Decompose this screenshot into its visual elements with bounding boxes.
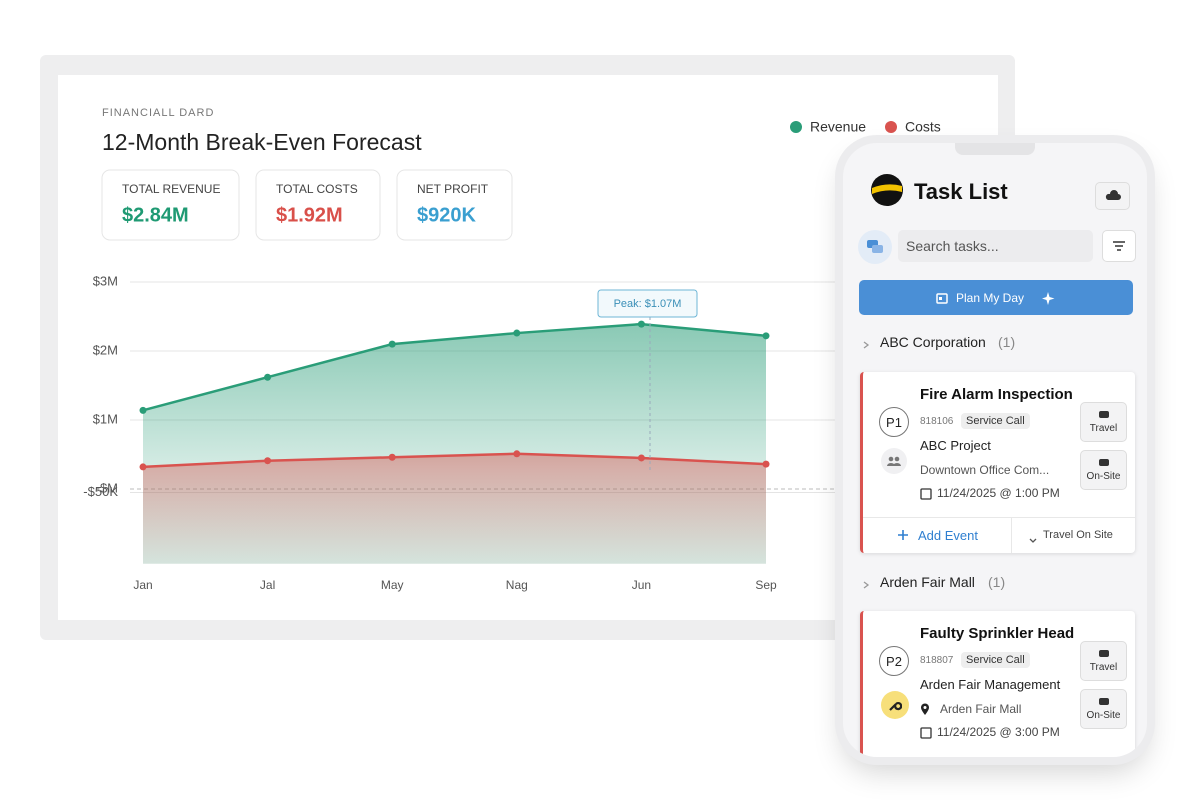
travel-label: Travel bbox=[1089, 662, 1118, 673]
line bbox=[142, 452, 767, 469]
x-tick-label: Jan bbox=[133, 578, 152, 592]
x-tick-label: Jun bbox=[632, 578, 651, 592]
plan-label: Plan My Day bbox=[955, 290, 1025, 305]
status[interactable]: Travel On Site bbox=[1043, 529, 1113, 541]
caret bbox=[1029, 531, 1037, 549]
plus bbox=[898, 527, 908, 544]
task-card[interactable]: Fire Alarm Inspection P1 818106 Service Cal… bbox=[860, 372, 1135, 553]
chart-title: 12-Month Break-Even Forecast bbox=[102, 129, 422, 155]
group-count: (1) bbox=[998, 334, 1016, 350]
point bbox=[139, 406, 147, 414]
point bbox=[637, 320, 645, 328]
point bbox=[513, 329, 521, 337]
logo bbox=[871, 174, 903, 206]
add-event[interactable]: Add Event bbox=[918, 528, 978, 543]
y-tick-label: $1M bbox=[93, 411, 118, 426]
kpi-card bbox=[255, 169, 381, 241]
task-title: Faulty Sprinkler Head bbox=[920, 625, 1075, 642]
task-title: Fire Alarm Inspection bbox=[920, 386, 1073, 403]
chevron bbox=[862, 337, 870, 355]
onsite-label: On-Site bbox=[1086, 471, 1121, 482]
kpi-label: NET PROFIT bbox=[417, 182, 489, 196]
onsite-label: On-Site bbox=[1086, 710, 1121, 721]
annotation-box bbox=[597, 289, 698, 318]
x-tick-label: May bbox=[381, 578, 404, 592]
cloud-button[interactable] bbox=[1095, 182, 1130, 210]
point bbox=[637, 454, 645, 462]
calendar-icon bbox=[920, 487, 932, 505]
line bbox=[142, 322, 767, 412]
legend-swatch bbox=[885, 121, 897, 133]
location: Arden Fair Mall bbox=[940, 702, 1022, 716]
kpi-value: $1.92M bbox=[276, 204, 343, 226]
priority: P2 bbox=[879, 646, 909, 676]
calendar-icon bbox=[920, 726, 932, 744]
point bbox=[762, 332, 770, 340]
task-id: 818106 bbox=[920, 416, 954, 427]
x-tick-label: Sep bbox=[755, 578, 777, 592]
phone: Task List Search tasks... Plan My Day AB… bbox=[843, 143, 1147, 757]
filter-button[interactable] bbox=[1102, 230, 1136, 262]
area bbox=[143, 453, 766, 564]
notch bbox=[955, 143, 1035, 155]
legend-label: Revenue bbox=[810, 119, 866, 135]
point bbox=[513, 450, 521, 458]
x-tick-label: Nag bbox=[506, 578, 528, 592]
chat-icon[interactable] bbox=[858, 230, 892, 264]
point bbox=[264, 457, 272, 465]
point bbox=[762, 460, 770, 468]
legend-swatch bbox=[790, 121, 802, 133]
group-count: (1) bbox=[988, 574, 1006, 590]
y-tick-label: -$50K bbox=[83, 484, 118, 499]
date: 11/24/2025 @ 1:00 PM bbox=[937, 486, 1060, 500]
pin-icon bbox=[920, 703, 930, 721]
y-tick-label: $2M bbox=[93, 342, 118, 357]
kpi-label: TOTAL COSTS bbox=[276, 182, 358, 196]
kpi-card bbox=[101, 169, 240, 241]
kpi-label: TOTAL REVENUE bbox=[122, 182, 220, 196]
location: Downtown Office Com... bbox=[920, 463, 1050, 477]
task-tag: Service Call bbox=[961, 652, 1030, 668]
x-tick-label: Jal bbox=[260, 578, 275, 592]
app-title: Task List bbox=[914, 179, 1008, 204]
task-id: 818807 bbox=[920, 655, 954, 666]
y-tick-label: -$M bbox=[96, 480, 118, 495]
project: ABC Project bbox=[920, 438, 991, 453]
date: 11/24/2025 @ 3:00 PM bbox=[937, 725, 1060, 739]
chevron bbox=[862, 577, 870, 595]
point bbox=[388, 340, 396, 348]
kpi-value: $920K bbox=[417, 204, 476, 226]
group-name: Arden Fair Mall bbox=[880, 574, 975, 590]
plan-button[interactable]: Plan My Day bbox=[859, 280, 1133, 315]
point bbox=[264, 373, 272, 381]
annotation: Peak: $1.07M bbox=[614, 298, 682, 310]
point bbox=[139, 463, 147, 471]
onsite-button[interactable]: On-Site bbox=[1080, 689, 1127, 729]
legend-label: Costs bbox=[905, 119, 941, 135]
travel-label: Travel bbox=[1089, 423, 1118, 434]
travel-button[interactable]: Travel bbox=[1080, 402, 1127, 442]
people-icon bbox=[881, 448, 907, 474]
y-tick-label: $3M bbox=[93, 273, 118, 288]
project: Arden Fair Management bbox=[920, 677, 1061, 692]
travel-button[interactable]: Travel bbox=[1080, 641, 1127, 681]
onsite-button[interactable]: On-Site bbox=[1080, 450, 1127, 490]
kpi-value: $2.84M bbox=[122, 204, 189, 226]
priority: P1 bbox=[879, 407, 909, 437]
kpi-card bbox=[396, 169, 513, 241]
task-card[interactable]: Faulty Sprinkler Head P2 818807 Service Cal… bbox=[860, 611, 1135, 757]
divider bbox=[863, 517, 1135, 518]
point bbox=[388, 453, 396, 461]
search-box[interactable]: Search tasks... bbox=[898, 230, 1093, 262]
divider bbox=[1011, 518, 1012, 553]
eyebrow: FINANCIALL DARD bbox=[102, 107, 214, 119]
group-name: ABC Corporation bbox=[880, 334, 986, 350]
task-tag: Service Call bbox=[961, 413, 1030, 429]
wrench-icon bbox=[881, 691, 909, 719]
